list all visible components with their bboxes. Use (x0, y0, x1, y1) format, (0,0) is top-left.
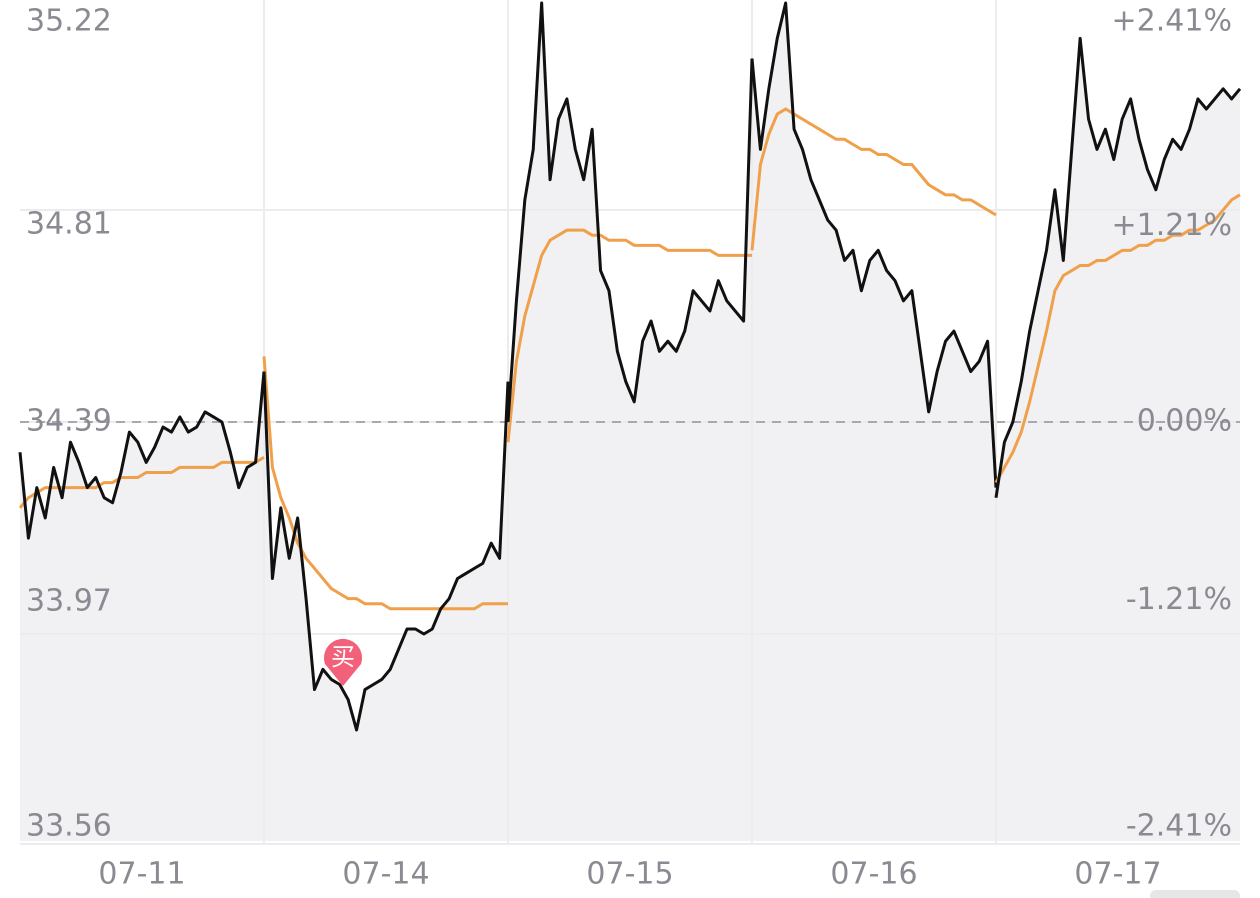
avg-line (262, 356, 508, 611)
price-area (996, 38, 1240, 842)
price-line (750, 1, 998, 488)
y2-tick-label: -2.41% (1126, 809, 1232, 844)
x-tick-label: 07-11 (98, 857, 185, 892)
y2-tick-label: -1.21% (1126, 582, 1232, 617)
x-tick-label: 07-14 (342, 857, 429, 892)
line-layer (18, 1, 1242, 732)
y-tick-label: 34.81 (26, 206, 112, 241)
buy-pin (324, 638, 362, 686)
avg-line (994, 193, 1241, 484)
y2-tick-label: 0.00% (1137, 404, 1232, 439)
y2-tick-label: +1.21% (1112, 208, 1232, 243)
buy-label: 买 (331, 643, 355, 671)
price-area (264, 371, 508, 841)
scroll-indicator (1150, 890, 1240, 898)
y-tick-label: 35.22 (26, 4, 112, 39)
y2-tick-label: +2.41% (1112, 4, 1232, 39)
price-line (18, 371, 266, 540)
x-tick-label: 07-15 (586, 857, 673, 892)
x-tick-label: 07-16 (830, 857, 917, 892)
buy-marker: 买 (324, 638, 362, 686)
x-tick-label: 07-17 (1074, 857, 1161, 892)
y-tick-label: 34.39 (26, 404, 112, 439)
avg-line (506, 228, 752, 443)
grid-layer (20, 0, 1240, 845)
y-tick-label: 33.56 (26, 809, 112, 844)
label-layer: 33.56 33.97 34.39 34.81 35.22 -2.41% -1.21% 0.0… (26, 4, 1232, 892)
y-tick-label: 33.97 (26, 584, 112, 619)
price-line (994, 36, 1242, 498)
price-line (506, 1, 754, 423)
price-line (262, 371, 510, 732)
